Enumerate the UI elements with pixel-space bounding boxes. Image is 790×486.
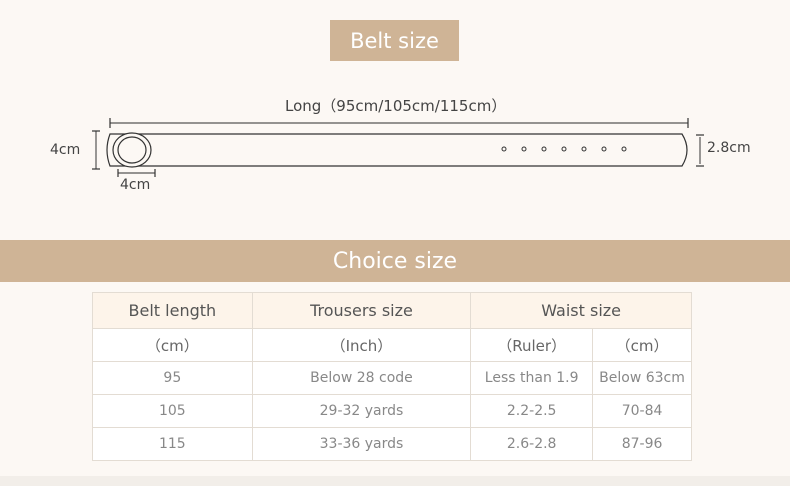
- table-header-row: Belt length Trousers size Waist size: [92, 292, 692, 329]
- size-table: Belt length Trousers size Waist size （cm…: [92, 292, 692, 461]
- header-trousers-size: Trousers size: [251, 292, 472, 329]
- belt-strap: [106, 133, 688, 167]
- header-waist-size: Waist size: [470, 292, 692, 329]
- unit-cell: （cm）: [592, 328, 692, 362]
- unit-cell: （Ruler）: [470, 328, 594, 362]
- table-row: 95 Below 28 code Less than 1.9 Below 63c…: [92, 361, 692, 395]
- long-label: Long（95cm/105cm/115cm）: [285, 97, 507, 115]
- header-belt-length: Belt length: [92, 292, 253, 329]
- buckle-inner: [117, 136, 147, 164]
- table-cell: 33-36 yards: [251, 427, 472, 461]
- table-cell: 95: [92, 361, 253, 395]
- buckle-height-label: 4cm: [50, 142, 81, 158]
- table-cell: Less than 1.9: [470, 361, 594, 395]
- choice-size-title: Choice size: [0, 240, 790, 282]
- belt-holes: [501, 146, 627, 152]
- table-cell: Below 63cm: [592, 361, 692, 395]
- table-cell: 29-32 yards: [251, 394, 472, 428]
- table-cell: Below 28 code: [251, 361, 472, 395]
- table-cell: 115: [92, 427, 253, 461]
- unit-cell: （Inch）: [251, 328, 472, 362]
- table-cell: 2.6-2.8: [470, 427, 594, 461]
- table-cell: 2.2-2.5: [470, 394, 594, 428]
- bottom-strip: [0, 476, 790, 486]
- buckle-width-label: 4cm: [120, 177, 151, 193]
- table-units-row: （cm） （Inch） （Ruler） （cm）: [92, 328, 692, 362]
- strap-width-label: 2.8cm: [707, 140, 751, 156]
- table-cell: 87-96: [592, 427, 692, 461]
- buckle-outer: [112, 132, 152, 168]
- unit-cell: （cm）: [92, 328, 253, 362]
- table-cell: 105: [92, 394, 253, 428]
- table-row: 115 33-36 yards 2.6-2.8 87-96: [92, 427, 692, 461]
- table-cell: 70-84: [592, 394, 692, 428]
- belt-size-title: Belt size: [330, 20, 459, 61]
- table-row: 105 29-32 yards 2.2-2.5 70-84: [92, 394, 692, 428]
- belt-diagram: [92, 118, 704, 177]
